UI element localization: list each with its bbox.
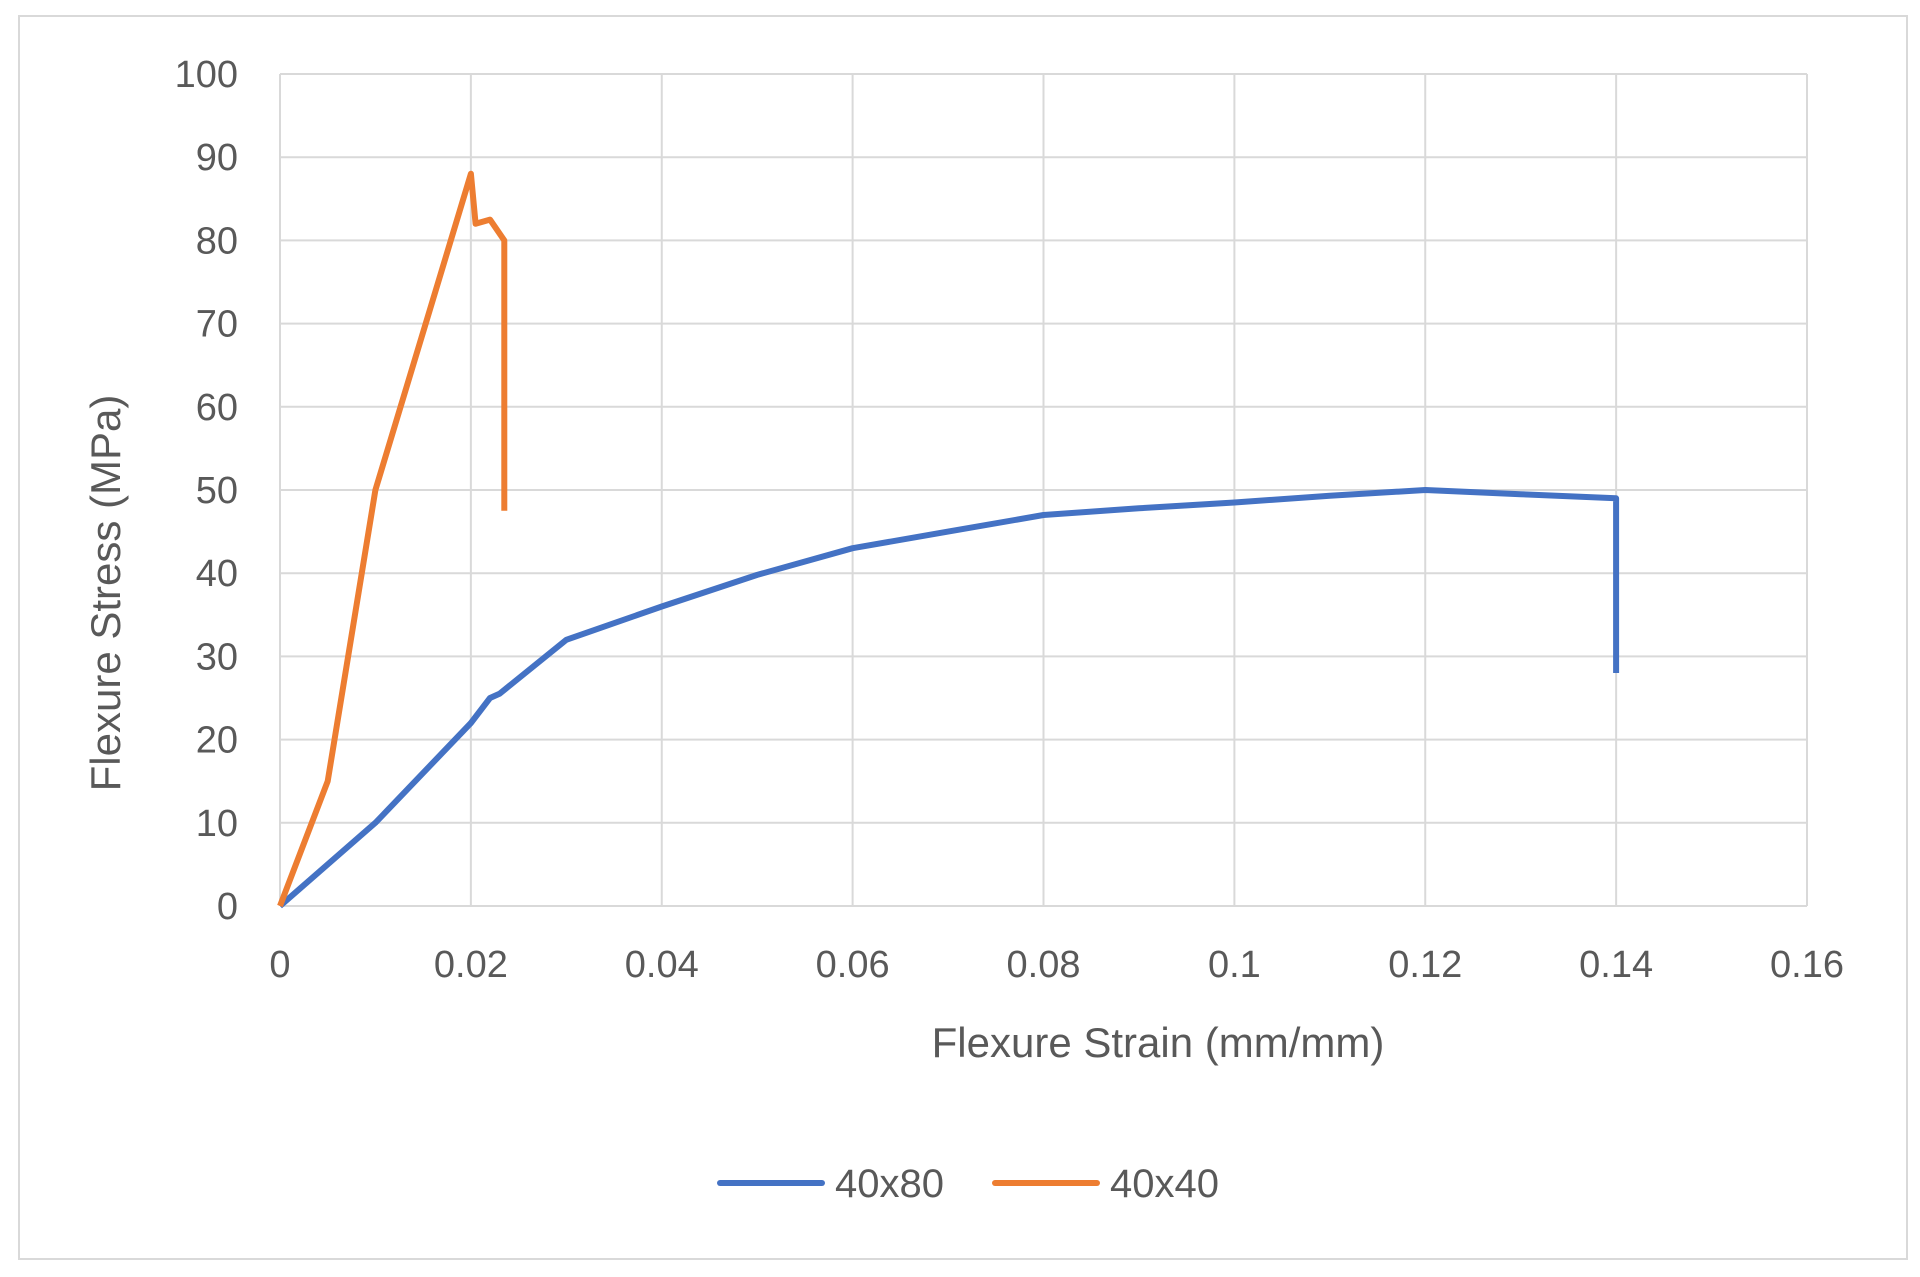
- y-tick-label: 40: [196, 553, 238, 595]
- series-lines: [277, 170, 1620, 909]
- y-tick-label: 10: [196, 803, 238, 845]
- y-tick-label: 30: [196, 636, 238, 678]
- y-axis-title: Flexure Stress (MPa): [82, 395, 129, 792]
- x-tick-label: 0.06: [816, 944, 890, 986]
- legend: 40x80 40x40: [717, 1162, 1219, 1206]
- x-tick-label: 0.16: [1770, 944, 1844, 986]
- legend-label-40x80: 40x80: [835, 1162, 944, 1206]
- grid: [279, 73, 1808, 907]
- x-axis-title: Flexure Strain (mm/mm): [932, 1019, 1385, 1066]
- x-tick-label: 0: [269, 944, 290, 986]
- x-tick-label: 0.02: [434, 944, 508, 986]
- series-line-40x40: [277, 170, 508, 908]
- legend-label-40x40: 40x40: [1110, 1162, 1219, 1206]
- y-tick-label: 70: [196, 304, 238, 346]
- y-tick-label: 80: [196, 220, 238, 262]
- series-line-40x80: [278, 487, 1620, 909]
- y-tick-label: 0: [217, 886, 238, 928]
- y-tick-label: 50: [196, 470, 238, 512]
- y-tick-label: 20: [196, 720, 238, 762]
- y-axis-ticks: 0 10 20 30 40 50 60 70 80 90 100: [175, 54, 238, 928]
- x-tick-label: 0.14: [1579, 944, 1653, 986]
- x-axis-ticks: 0 0.02 0.04 0.06 0.08 0.1 0.12 0.14 0.16: [269, 944, 1844, 986]
- x-tick-label: 0.1: [1208, 944, 1261, 986]
- x-tick-label: 0.12: [1388, 944, 1462, 986]
- y-tick-label: 60: [196, 387, 238, 429]
- y-tick-label: 100: [175, 54, 238, 96]
- x-tick-label: 0.08: [1007, 944, 1081, 986]
- chart-frame: [18, 15, 1908, 1260]
- y-tick-label: 90: [196, 137, 238, 179]
- x-tick-label: 0.04: [625, 944, 699, 986]
